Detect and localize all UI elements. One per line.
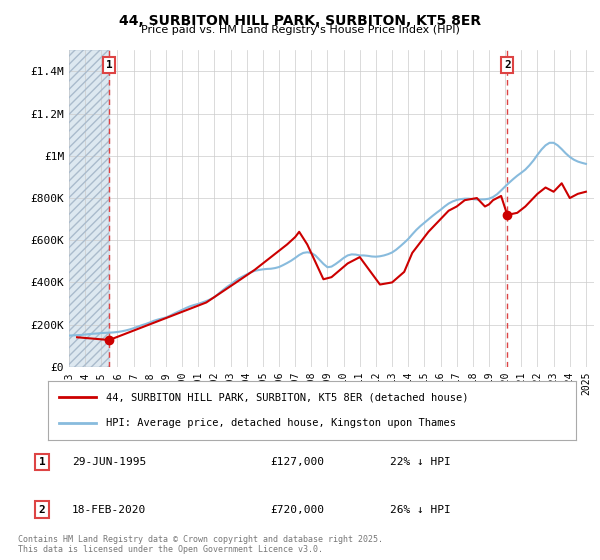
Text: 1: 1 [38,457,46,467]
Text: 44, SURBITON HILL PARK, SURBITON, KT5 8ER: 44, SURBITON HILL PARK, SURBITON, KT5 8E… [119,14,481,28]
Text: 1: 1 [106,60,113,70]
Text: 26% ↓ HPI: 26% ↓ HPI [390,505,451,515]
Text: 2: 2 [38,505,46,515]
Text: 18-FEB-2020: 18-FEB-2020 [72,505,146,515]
Text: Price paid vs. HM Land Registry's House Price Index (HPI): Price paid vs. HM Land Registry's House … [140,25,460,35]
Text: 2: 2 [504,60,511,70]
Text: HPI: Average price, detached house, Kingston upon Thames: HPI: Average price, detached house, King… [106,418,456,428]
Text: 22% ↓ HPI: 22% ↓ HPI [390,457,451,467]
Bar [69,50,109,367]
Text: 44, SURBITON HILL PARK, SURBITON, KT5 8ER (detached house): 44, SURBITON HILL PARK, SURBITON, KT5 8E… [106,392,469,402]
Text: £127,000: £127,000 [270,457,324,467]
Text: £720,000: £720,000 [270,505,324,515]
Bar [69,50,109,367]
Text: Contains HM Land Registry data © Crown copyright and database right 2025.
This d: Contains HM Land Registry data © Crown c… [18,535,383,554]
Text: 29-JUN-1995: 29-JUN-1995 [72,457,146,467]
